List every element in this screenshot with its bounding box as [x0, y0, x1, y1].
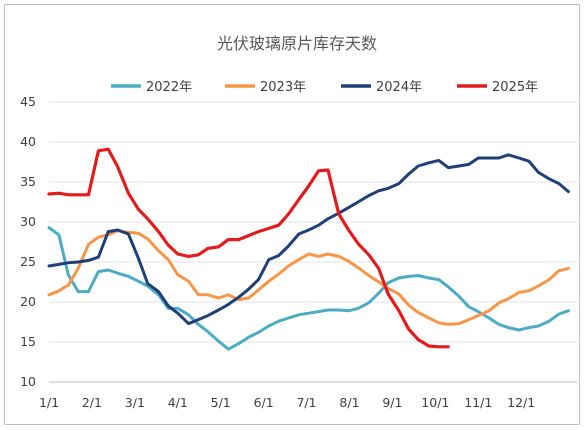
y-tick-label: 20 [20, 294, 36, 309]
x-axis-ticks: 1/1 2/1 3/1 4/1 5/1 6/1 7/1 8/1 9/1 10/1 11/1 12/1 [39, 395, 535, 410]
x-tick-label: 2/1 [82, 395, 102, 410]
y-axis-ticks: 10 15 20 25 30 35 40 45 [20, 94, 36, 389]
series-line-2023年 [47, 229, 570, 326]
x-tick-label: 6/1 [254, 395, 274, 410]
x-tick-label: 5/1 [211, 395, 231, 410]
y-tick-label: 15 [20, 334, 36, 349]
y-tick-label: 30 [20, 214, 36, 229]
legend-label: 2022年 [146, 80, 192, 95]
legend-label: 2024年 [376, 80, 422, 95]
legend-label: 2023年 [260, 80, 306, 95]
legend: 2022年 2023年 2024年 2025年 [111, 80, 538, 95]
series-lines [47, 147, 570, 351]
series-line-2022年 [47, 226, 570, 351]
line-chart: 光伏玻璃原片库存天数 2022年 2023年 2024年 2025年 10 15 20 25… [20, 34, 577, 410]
y-tick-label: 35 [20, 174, 36, 189]
x-tick-label: 7/1 [296, 395, 316, 410]
x-tick-label: 1/1 [39, 395, 59, 410]
x-tick-label: 8/1 [339, 395, 359, 410]
y-tick-label: 25 [20, 254, 36, 269]
gridlines [49, 101, 577, 383]
series-line-2024年 [47, 153, 570, 326]
y-tick-label: 40 [20, 134, 36, 149]
y-tick-label: 45 [20, 94, 36, 109]
x-tick-label: 4/1 [168, 395, 188, 410]
x-tick-label: 9/1 [382, 395, 402, 410]
chart-frame: 光伏玻璃原片库存天数 2022年 2023年 2024年 2025年 10 15 20 25… [4, 4, 580, 425]
x-tick-label: 12/1 [507, 395, 535, 410]
x-tick-label: 3/1 [125, 395, 145, 410]
series-line-2025年 [47, 147, 450, 349]
legend-label: 2025年 [492, 80, 538, 95]
chart-title: 光伏玻璃原片库存天数 [217, 34, 377, 53]
x-tick-label: 10/1 [421, 395, 449, 410]
x-tick-label: 11/1 [464, 395, 492, 410]
y-tick-label: 10 [20, 374, 36, 389]
